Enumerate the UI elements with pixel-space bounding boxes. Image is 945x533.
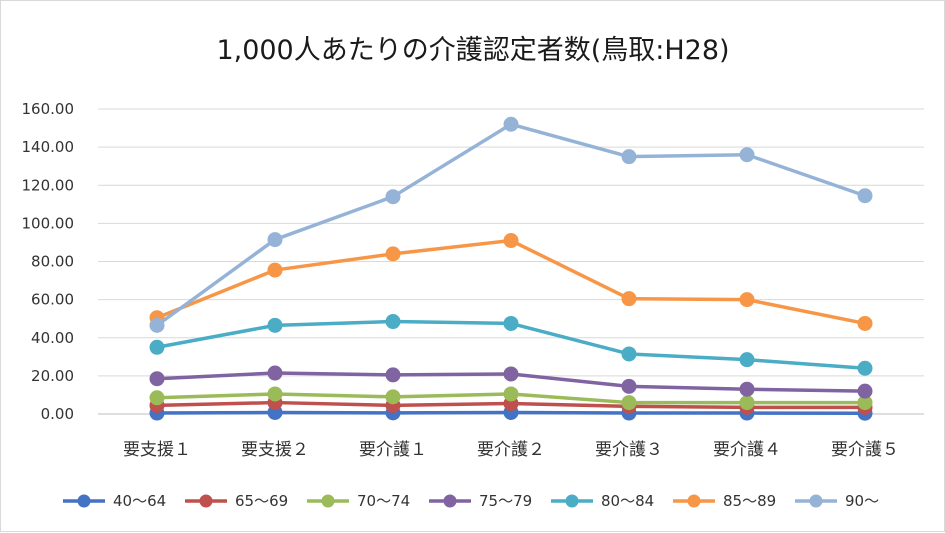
legend-label: 90〜 (845, 492, 879, 510)
data-point (857, 383, 873, 399)
data-point (503, 315, 519, 331)
data-point (503, 233, 519, 249)
data-point (149, 339, 165, 355)
data-point (149, 390, 165, 406)
y-tick-label: 0.00 (41, 405, 74, 423)
legend-label: 85〜89 (723, 492, 776, 510)
x-tick-label: 要支援１ (123, 440, 191, 460)
data-point (503, 386, 519, 402)
legend-item: 65〜69 (185, 492, 288, 510)
data-point (857, 360, 873, 376)
legend-label: 70〜74 (357, 492, 410, 510)
legend-item: 40〜64 (63, 492, 166, 510)
y-tick-label: 100.00 (22, 214, 75, 232)
legend-label: 80〜84 (601, 492, 654, 510)
chart-title: 1,000人あたりの介護認定者数(鳥取:H28) (216, 35, 729, 66)
data-point (267, 232, 283, 248)
y-tick-label: 60.00 (31, 291, 74, 309)
x-tick-label: 要介護２ (477, 440, 545, 460)
legend-label: 75〜79 (479, 492, 532, 510)
data-point (621, 346, 637, 362)
y-tick-label: 140.00 (22, 138, 75, 156)
legend-label: 65〜69 (235, 492, 288, 510)
series-90〜 (149, 116, 873, 333)
data-point (739, 147, 755, 163)
data-point (621, 149, 637, 165)
data-point (385, 389, 401, 405)
series-group (149, 116, 873, 421)
data-point (739, 292, 755, 308)
legend-label: 40〜64 (113, 492, 166, 510)
x-tick-label: 要介護５ (831, 440, 899, 460)
x-tick-label: 要介護３ (595, 440, 663, 460)
series-75〜79 (149, 365, 873, 399)
data-point (739, 395, 755, 411)
data-point (621, 291, 637, 307)
legend-marker (77, 494, 91, 508)
x-tick-label: 要介護１ (359, 440, 427, 460)
x-tick-label: 要支援２ (241, 440, 309, 460)
y-tick-label: 80.00 (31, 253, 74, 271)
data-point (385, 189, 401, 205)
data-point (857, 188, 873, 204)
y-tick-label: 40.00 (31, 329, 74, 347)
legend-marker (565, 494, 579, 508)
series-80〜84 (149, 314, 873, 376)
data-point (857, 395, 873, 411)
legend-marker (687, 494, 701, 508)
data-point (267, 365, 283, 381)
legend-item: 80〜84 (551, 492, 654, 510)
data-point (503, 366, 519, 382)
legend-marker (443, 494, 457, 508)
data-point (267, 262, 283, 278)
data-point (385, 314, 401, 330)
y-axis: 0.00 20.00 40.00 60.00 80.00 100.00 120.00 140.… (22, 100, 75, 423)
x-tick-label: 要介護４ (713, 440, 781, 460)
data-point (267, 386, 283, 402)
data-point (857, 315, 873, 331)
y-tick-label: 120.00 (22, 176, 75, 194)
data-point (385, 246, 401, 262)
legend: 40〜64 65〜69 70〜74 75〜79 80〜84 85〜89 90〜 (63, 492, 879, 510)
x-axis: 要支援１ 要支援２ 要介護１ 要介護２ 要介護３ 要介護４ 要介護５ (123, 440, 899, 460)
data-point (621, 395, 637, 411)
data-point (149, 371, 165, 387)
legend-item: 75〜79 (429, 492, 532, 510)
data-point (739, 381, 755, 397)
legend-item: 85〜89 (673, 492, 776, 510)
data-point (739, 352, 755, 368)
data-point (503, 116, 519, 132)
data-point (267, 317, 283, 333)
y-tick-label: 160.00 (22, 100, 75, 118)
legend-marker (321, 494, 335, 508)
series-70〜74 (149, 386, 873, 411)
series-line (155, 122, 866, 327)
legend-item: 70〜74 (307, 492, 410, 510)
legend-item: 90〜 (795, 492, 879, 510)
legend-marker (809, 494, 823, 508)
y-tick-label: 20.00 (31, 367, 74, 385)
data-point (385, 367, 401, 383)
data-point (149, 317, 165, 333)
data-point (621, 378, 637, 394)
legend-marker (199, 494, 213, 508)
series-line (156, 238, 866, 326)
